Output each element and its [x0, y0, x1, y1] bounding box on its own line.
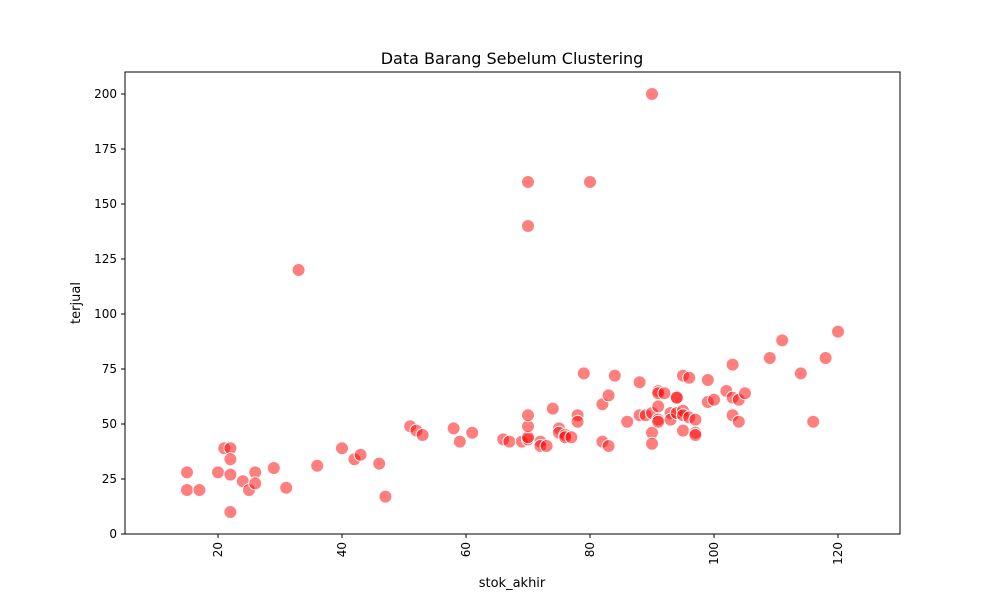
data-point	[223, 467, 238, 482]
data-point	[502, 434, 517, 449]
data-point	[180, 465, 194, 480]
y-tick-label: 150	[94, 197, 117, 211]
data-point	[279, 480, 294, 495]
data-point	[700, 373, 715, 387]
data-point	[446, 421, 461, 436]
points-layer	[180, 87, 845, 519]
y-tick-label: 0	[109, 527, 117, 541]
x-tick-label: 100	[707, 542, 721, 565]
data-point	[452, 434, 467, 449]
data-point	[731, 414, 746, 429]
data-point	[372, 456, 387, 471]
data-point	[576, 366, 591, 381]
data-point	[521, 408, 535, 423]
data-point	[645, 436, 659, 451]
data-point	[818, 351, 833, 365]
plot-frame	[124, 71, 901, 535]
data-point	[521, 175, 535, 189]
data-point	[521, 219, 535, 233]
data-point	[180, 483, 194, 497]
data-point	[583, 175, 597, 189]
data-point	[545, 401, 560, 416]
y-axis-label: terjual	[69, 282, 84, 324]
data-point	[651, 399, 666, 414]
data-point	[632, 375, 647, 390]
data-point	[725, 357, 740, 372]
y-tick-label: 125	[94, 252, 117, 266]
data-point	[676, 423, 690, 438]
x-tick-label: 120	[831, 542, 845, 565]
x-tick-label: 60	[459, 542, 473, 557]
data-point	[806, 414, 821, 429]
data-point	[310, 458, 325, 473]
data-point	[688, 428, 703, 442]
data-point	[707, 392, 721, 407]
data-point	[223, 452, 238, 467]
data-point	[682, 370, 697, 385]
data-point	[248, 476, 263, 491]
data-point	[335, 441, 349, 456]
data-point	[738, 386, 752, 401]
y-tick-label: 75	[102, 362, 117, 376]
data-point	[775, 333, 790, 348]
data-point	[539, 439, 554, 453]
y-axis-ticks: 0 25 50 75 100 125 150 175 200	[94, 87, 125, 541]
data-point	[620, 414, 635, 429]
data-point	[831, 324, 845, 339]
x-tick-label: 20	[211, 542, 225, 557]
x-axis-label: stok_akhir	[479, 576, 546, 591]
data-point	[607, 368, 622, 383]
data-point	[762, 351, 777, 365]
data-point	[353, 447, 368, 462]
x-tick-label: 40	[335, 542, 349, 557]
data-point	[415, 428, 430, 442]
data-point	[378, 489, 393, 504]
data-point	[564, 430, 579, 445]
data-point	[465, 425, 480, 440]
data-point	[657, 386, 672, 401]
data-point	[192, 483, 207, 497]
y-tick-label: 100	[94, 307, 117, 321]
y-tick-label: 200	[94, 87, 117, 101]
y-tick-label: 25	[102, 472, 117, 486]
data-point	[291, 263, 306, 277]
data-point	[688, 412, 703, 427]
x-axis-ticks: 20 40 60 80 100 120	[211, 534, 845, 565]
data-point	[570, 414, 585, 429]
y-tick-label: 50	[102, 417, 117, 431]
x-tick-label: 80	[583, 542, 597, 557]
data-point	[669, 390, 684, 405]
data-point	[223, 505, 238, 519]
data-point	[266, 461, 281, 475]
y-tick-label: 175	[94, 142, 117, 156]
data-point	[601, 388, 616, 403]
data-point	[645, 87, 659, 101]
chart-title: Data Barang Sebelum Clustering	[381, 49, 644, 68]
data-point	[601, 439, 616, 453]
data-point	[793, 366, 808, 381]
data-point	[651, 414, 666, 429]
data-point	[211, 465, 225, 480]
